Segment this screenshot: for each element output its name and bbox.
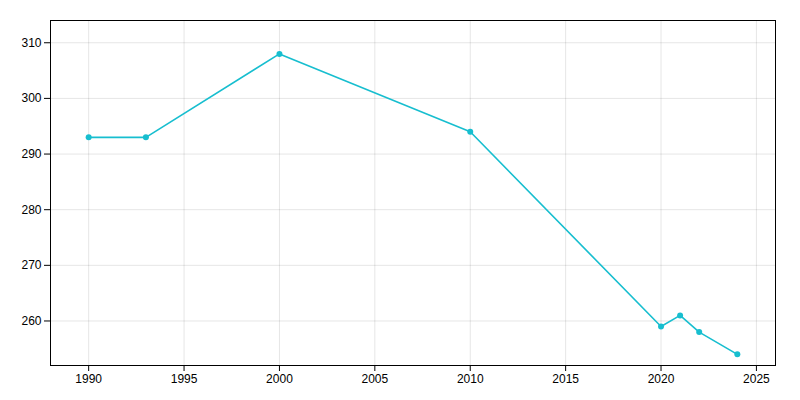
svg-text:2005: 2005 — [361, 372, 388, 386]
svg-text:2000: 2000 — [266, 372, 293, 386]
svg-text:2020: 2020 — [648, 372, 675, 386]
svg-text:1990: 1990 — [75, 372, 102, 386]
svg-text:1995: 1995 — [171, 372, 198, 386]
svg-text:300: 300 — [21, 91, 41, 105]
svg-text:270: 270 — [21, 258, 41, 272]
svg-text:310: 310 — [21, 36, 41, 50]
svg-text:2015: 2015 — [552, 372, 579, 386]
svg-text:2010: 2010 — [457, 372, 484, 386]
svg-text:280: 280 — [21, 203, 41, 217]
svg-text:290: 290 — [21, 147, 41, 161]
svg-text:260: 260 — [21, 314, 41, 328]
svg-text:2025: 2025 — [743, 372, 770, 386]
